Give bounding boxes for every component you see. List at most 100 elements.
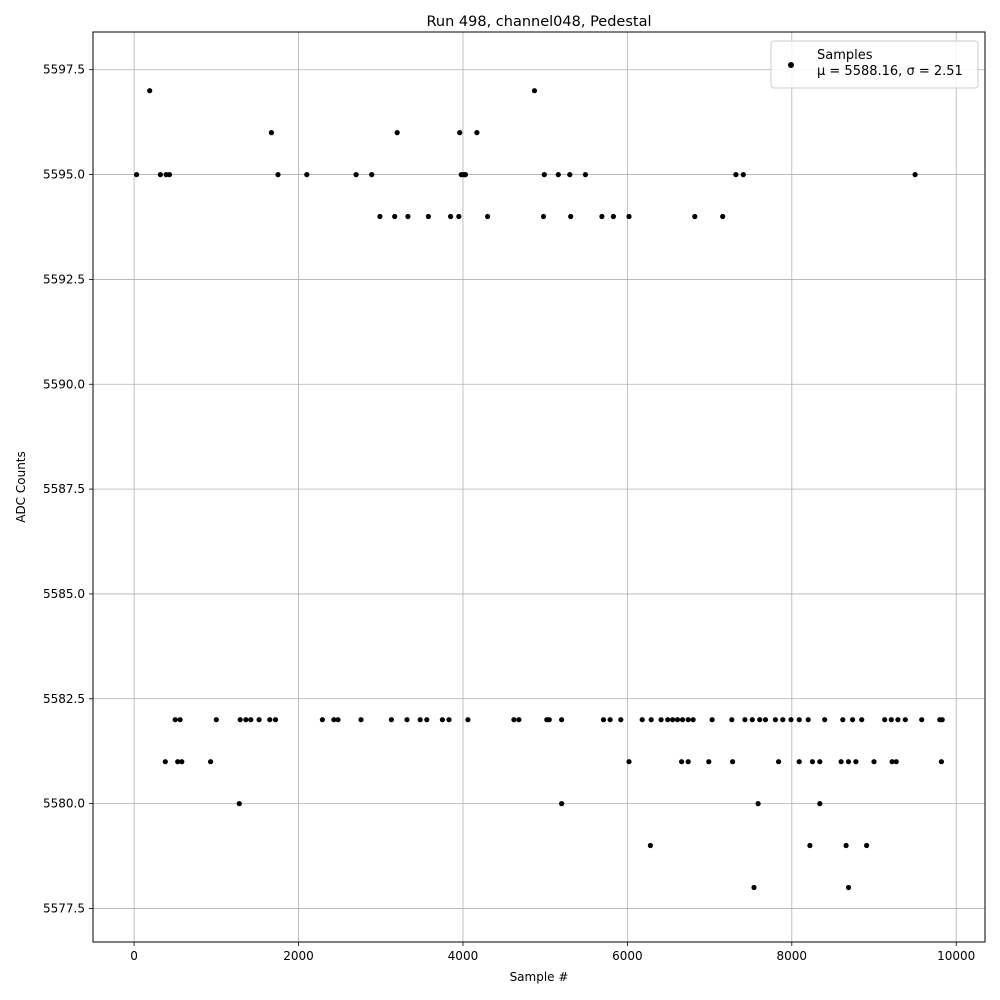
- data-point: [600, 717, 607, 723]
- data-point: [647, 842, 654, 849]
- data-point: [729, 717, 735, 723]
- data-point: [369, 172, 375, 178]
- data-point: [670, 717, 676, 723]
- y-tick-label: 5577.5: [43, 901, 85, 915]
- legend-box: [770, 40, 979, 89]
- data-point: [465, 717, 471, 723]
- data-point: [709, 717, 715, 723]
- data-point: [902, 717, 908, 723]
- data-point: [531, 88, 538, 94]
- data-point: [639, 717, 645, 723]
- data-points: [134, 88, 945, 891]
- data-point: [272, 717, 279, 723]
- data-point: [179, 759, 185, 765]
- data-point: [648, 717, 654, 723]
- data-point: [807, 842, 813, 849]
- data-point: [568, 213, 574, 220]
- data-point: [331, 717, 337, 723]
- x-tick-label: 8000: [777, 949, 808, 963]
- x-axis-label: Sample #: [510, 970, 569, 984]
- data-point: [404, 717, 410, 723]
- data-point: [882, 717, 888, 723]
- data-point: [607, 717, 613, 723]
- data-point: [871, 759, 877, 765]
- data-point: [304, 172, 310, 178]
- data-point: [939, 717, 945, 723]
- chart-title: Run 498, channel048, Pedestal: [426, 14, 651, 30]
- y-tick-label: 5597.5: [43, 63, 85, 77]
- axis-ticks: 0 2000 4000 6000 8000 10000 5577.5 5580.0 5582.5…: [43, 63, 975, 963]
- data-point: [208, 759, 214, 765]
- data-point: [172, 717, 178, 723]
- y-tick-label: 5595.0: [43, 168, 85, 182]
- data-point: [805, 717, 811, 723]
- data-point: [439, 717, 445, 723]
- data-point: [788, 717, 794, 723]
- data-point: [582, 172, 589, 178]
- data-point: [850, 717, 856, 723]
- data-point: [888, 717, 894, 723]
- data-point: [319, 717, 325, 723]
- legend-stats: μ = 5588.16, σ = 2.51: [817, 64, 963, 79]
- plot-frame: [92, 31, 986, 943]
- x-tick-label: 4000: [448, 949, 479, 963]
- data-point: [912, 172, 918, 178]
- data-point: [751, 884, 757, 891]
- data-point: [243, 717, 249, 723]
- data-point: [742, 717, 748, 723]
- data-point: [843, 842, 849, 849]
- data-point: [405, 213, 411, 220]
- data-point: [358, 717, 364, 723]
- data-point: [559, 717, 565, 723]
- data-point: [626, 213, 632, 220]
- data-point: [392, 213, 398, 220]
- data-point: [147, 88, 153, 94]
- data-point: [730, 759, 736, 765]
- data-point: [679, 759, 685, 765]
- data-point: [845, 884, 852, 891]
- data-point: [817, 801, 823, 807]
- x-tick-label: 0: [130, 949, 138, 963]
- data-point: [175, 759, 181, 765]
- data-point: [674, 717, 681, 723]
- data-point: [424, 717, 430, 723]
- data-point: [236, 801, 242, 807]
- data-point: [893, 759, 899, 765]
- data-point: [485, 213, 491, 220]
- data-point: [685, 717, 691, 723]
- legend-series-name: Samples: [817, 48, 873, 63]
- data-point: [658, 717, 664, 723]
- data-point: [237, 717, 243, 723]
- data-point: [889, 759, 895, 765]
- data-point: [809, 759, 816, 765]
- data-point: [268, 130, 274, 136]
- data-point: [555, 172, 561, 178]
- data-point: [516, 717, 522, 723]
- data-point: [757, 717, 763, 723]
- data-point: [456, 213, 462, 220]
- data-point: [938, 759, 945, 765]
- y-tick-label: 5580.0: [43, 797, 85, 811]
- data-point: [755, 801, 761, 807]
- data-point: [840, 717, 846, 723]
- x-tick-label: 10000: [937, 949, 975, 963]
- data-point: [267, 717, 273, 723]
- data-point: [425, 213, 431, 220]
- data-point: [679, 717, 686, 723]
- data-point: [248, 717, 254, 723]
- data-point: [599, 213, 605, 220]
- data-point: [134, 172, 140, 178]
- data-point: [446, 717, 452, 723]
- data-point: [567, 172, 573, 178]
- x-tick-label: 6000: [612, 949, 643, 963]
- data-point: [256, 717, 262, 723]
- data-point: [706, 759, 712, 765]
- data-point: [772, 717, 779, 723]
- data-point: [822, 717, 828, 723]
- data-point: [541, 172, 547, 178]
- data-point: [610, 213, 617, 220]
- y-tick-label: 5587.5: [43, 482, 85, 496]
- data-point: [448, 213, 454, 220]
